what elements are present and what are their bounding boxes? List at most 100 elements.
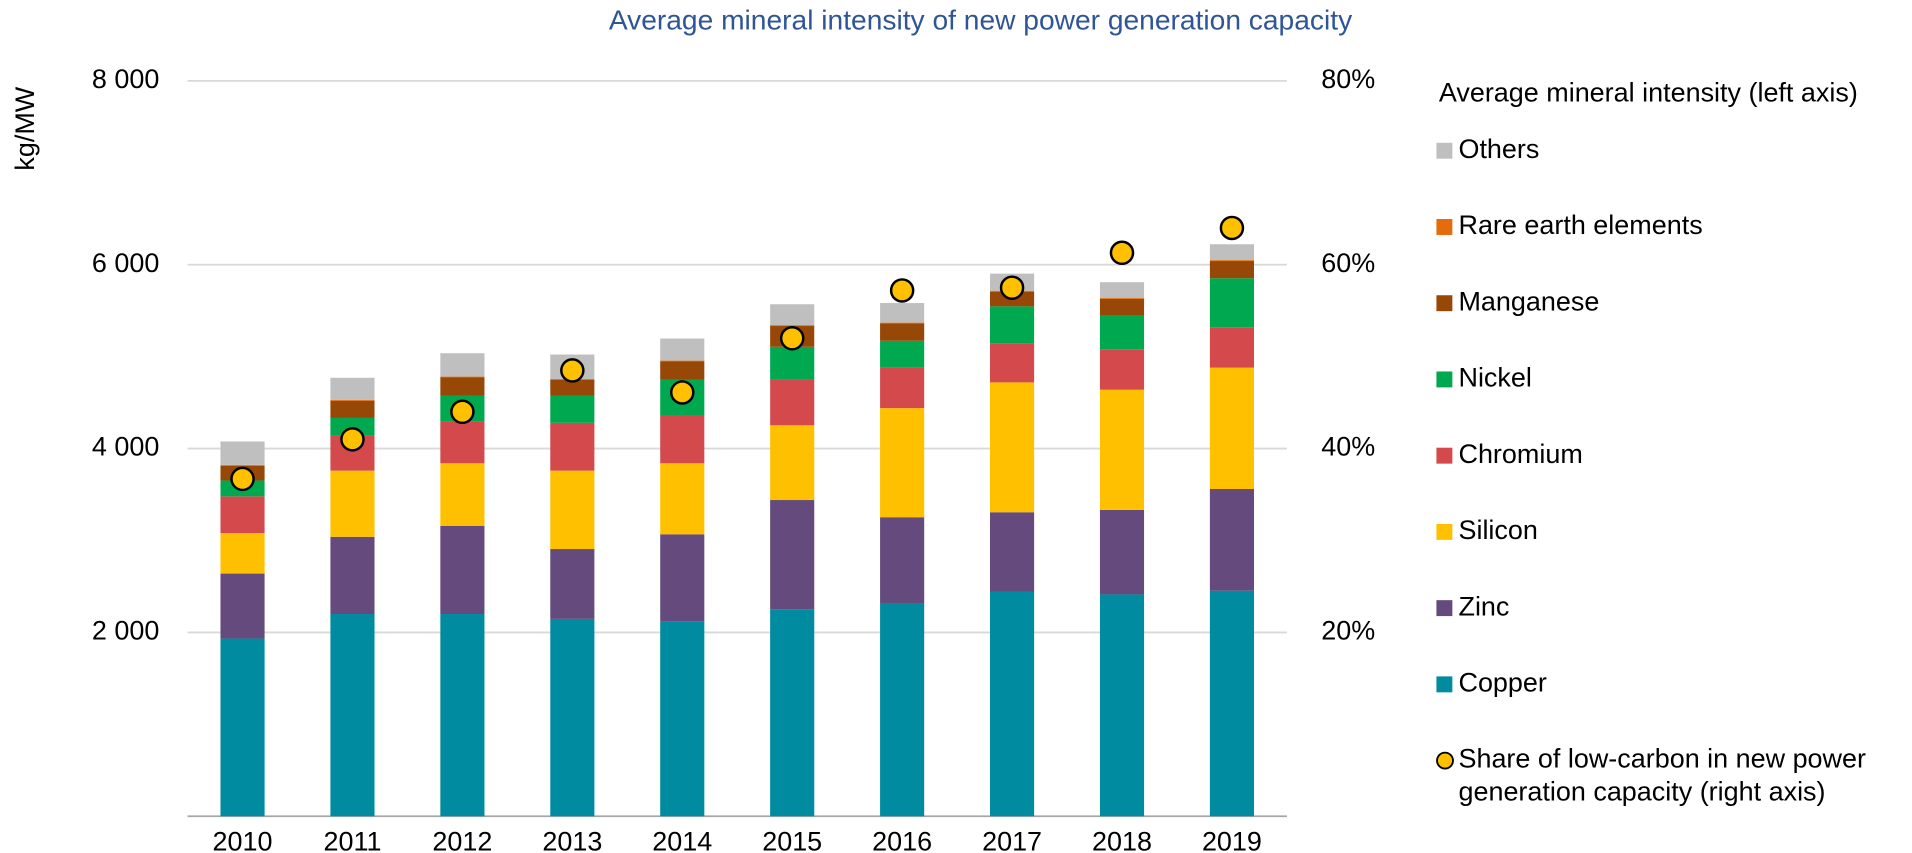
bar-segment [1099,299,1145,316]
bar-segment [770,609,815,817]
bar-segment [660,415,705,464]
bar-segment [1209,590,1254,817]
bar-segment [1209,261,1254,279]
bar-segment [770,379,815,426]
bar-segment [880,340,925,368]
share-dot [230,466,255,492]
bar-segment [440,614,485,817]
bar-segment [880,602,925,817]
bar-segment [1099,509,1145,595]
share-dot [340,427,365,452]
y-tick-label: 2 000 [92,616,159,646]
legend-line: generation capacity (right axis) [1458,777,1825,807]
bar-segment [880,517,925,603]
bar-segment [770,304,815,326]
y2-tick-label: 40% [1321,432,1375,462]
legend-swatch [1436,295,1453,312]
bar-segment [880,323,925,341]
legend-label: Zinc [1458,591,1509,621]
x-tick-label: 2010 [213,826,273,853]
x-tick-label: 2018 [1092,826,1152,853]
share-dot [1109,240,1135,266]
bar-segment [880,303,925,323]
bar-segment [220,496,265,534]
x-tick-label: 2014 [652,826,712,853]
legend-swatch [1436,523,1453,540]
legend-swatch [1436,142,1453,159]
bar-segment [770,346,815,380]
bar-segment [990,591,1035,817]
y-tick-label: 6 000 [92,248,159,278]
bar-segment [550,395,595,423]
legend-swatch [1436,447,1453,464]
share-dot [999,275,1025,300]
bar-segment [1209,489,1254,591]
bar-segment [330,377,375,400]
bar-segment [880,367,925,409]
bar-segment [550,470,595,550]
bar-segment [1099,349,1145,390]
bar-segment [770,325,815,327]
legend-label: Others [1458,134,1539,164]
bar-segment [1099,315,1145,350]
bar-segment [220,464,265,466]
legend-label: Manganese [1458,286,1599,316]
x-tick-label: 2013 [542,826,602,853]
legend-label: Chromium [1458,439,1582,469]
bar-segment [330,536,375,615]
share-dot [779,326,805,351]
bar-segment [990,306,1035,344]
bar-segment [330,399,375,401]
bar-segment [1209,327,1254,368]
bar-segment [440,353,485,377]
x-tick-label: 2019 [1202,826,1262,853]
legend-swatch [1436,371,1453,388]
share-dot [450,399,475,425]
legend-label: Silicon [1458,515,1537,545]
bar-segment [330,417,375,436]
bar-segment [990,512,1035,592]
bar-segment [220,573,265,639]
share-dot [560,358,585,383]
bar-segment [330,400,375,418]
bar-segment [880,322,925,324]
bar-segment [220,533,265,574]
chart-title: Average mineral intensity of new power g… [609,3,1353,35]
share-dot [889,278,915,303]
bar-segment [1209,260,1254,262]
legend-marker [1436,751,1454,770]
legend-label: Copper [1458,667,1546,697]
bar-segment [660,360,705,362]
bar-segment [660,338,705,361]
legend-swatch [1436,219,1453,235]
legend-label: Nickel [1458,363,1531,393]
bar-segment [1209,278,1254,328]
bar-segment [1099,594,1145,817]
x-tick-label: 2012 [432,826,492,853]
bar-segment [1099,389,1145,510]
bar-segment [660,621,705,817]
y-tick-label: 8 000 [92,64,159,94]
bar-segment [660,534,705,622]
bar-segment [220,441,265,465]
y2-tick-label: 20% [1321,616,1375,646]
share-dot [670,380,695,405]
legend-label: Share of low-carbon in new power generati… [1458,744,1866,807]
bar-segment [990,343,1035,383]
bar-segment [440,525,485,615]
bar-segment [1209,244,1254,261]
bar-segment [1209,367,1254,490]
bar-segment [770,500,815,610]
x-tick-label: 2015 [762,826,822,853]
bar-segment [440,463,485,526]
bar-segment [220,638,265,817]
x-tick-label: 2011 [323,826,381,853]
bar-segment [660,463,705,535]
legend-label: Rare earth elements [1458,210,1702,240]
legend-swatch [1436,600,1453,617]
bar-segment [330,614,375,817]
y2-tick-label: 60% [1321,248,1375,278]
bar-segment [550,379,595,396]
share-dot [1219,215,1245,241]
